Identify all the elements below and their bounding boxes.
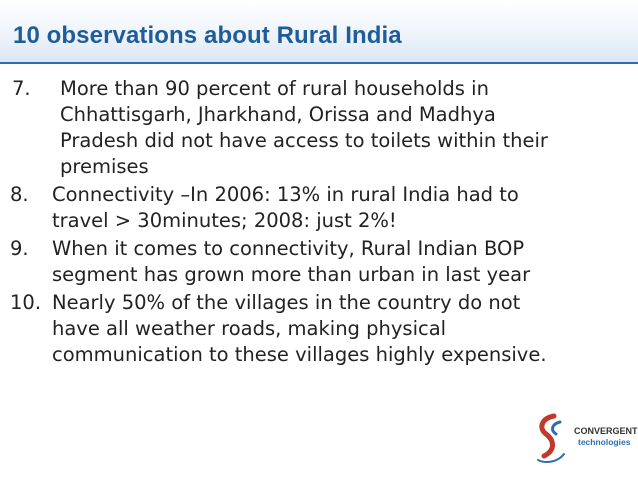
list-item-line: When it comes to connectivity, Rural Ind… — [52, 237, 525, 260]
list-item-line: Pradesh did not have access to toilets w… — [60, 129, 548, 152]
title-divider — [0, 62, 638, 64]
list-item-line: Chhattisgarh, Jharkhand, Orissa and Madh… — [60, 103, 496, 126]
convergent-logo: CONVERGENT technologies — [524, 412, 638, 468]
list-item-number: 7. — [12, 77, 31, 100]
list-item-9: 9. When it comes to connectivity, Rural … — [0, 236, 630, 288]
list-item-10: 10. Nearly 50% of the villages in the co… — [0, 290, 630, 368]
list-item-line: premises — [60, 155, 149, 178]
list-item-line: Nearly 50% of the villages in the countr… — [52, 291, 521, 314]
list-item-7: 7. More than 90 percent of rural househo… — [0, 76, 630, 180]
list-item-line: travel > 30minutes; 2008: just 2%! — [52, 209, 397, 232]
list-item-line: communication to these villages highly e… — [52, 343, 547, 366]
list-item-8: 8. Connectivity –In 2006: 13% in rural I… — [0, 182, 630, 234]
slide-title: 10 observations about Rural India — [13, 22, 402, 49]
list-item-line: segment has grown more than urban in las… — [52, 263, 531, 286]
observation-list: 7. More than 90 percent of rural househo… — [0, 76, 630, 370]
list-item-number: 9. — [10, 237, 29, 260]
logo-mark-icon — [537, 413, 565, 463]
list-item-number: 10. — [10, 291, 42, 314]
list-item-line: have all weather roads, making physical — [52, 317, 447, 340]
list-item-line: More than 90 percent of rural households… — [60, 77, 489, 100]
logo-text-technologies: technologies — [578, 437, 631, 447]
title-band: 10 observations about Rural India — [0, 0, 638, 62]
list-item-line: Connectivity –In 2006: 13% in rural Indi… — [52, 183, 519, 206]
list-item-number: 8. — [10, 183, 29, 206]
logo-text-convergent: CONVERGENT — [574, 426, 638, 436]
